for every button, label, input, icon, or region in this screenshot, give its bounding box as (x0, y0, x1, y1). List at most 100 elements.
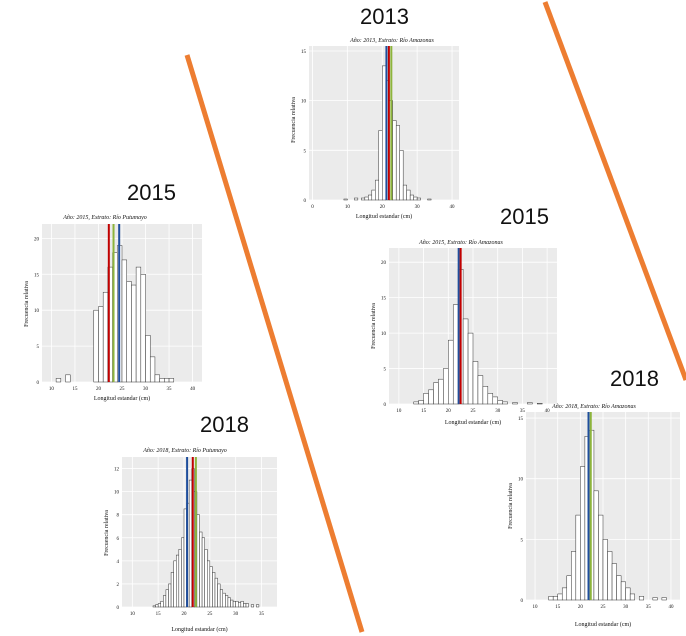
x-tick-label: 15 (72, 387, 78, 392)
x-axis-label: Longitud estandar (cm) (94, 395, 150, 402)
x-tick-label: 30 (233, 612, 239, 617)
y-tick-label: 15 (381, 297, 387, 302)
histogram-bar (240, 600, 244, 608)
histogram-bar (131, 284, 137, 383)
year-label-2013: 2013 (360, 4, 409, 29)
histogram-bar (561, 587, 568, 601)
histogram-bar (467, 332, 474, 405)
histogram-bar (157, 603, 161, 608)
y-tick-label: 15 (518, 417, 524, 422)
histogram-bar (629, 593, 635, 601)
histogram-2015-amazonas: Año: 2015, Estrato: Río Amazonas 10 15 20 25… (371, 240, 557, 426)
histogram-bar (160, 600, 164, 608)
year-label-2015-amazonas: 2015 (500, 204, 549, 229)
histogram-bar (557, 593, 563, 601)
year-label-2015-putumayo: 2015 (127, 180, 176, 205)
histogram-bar (438, 378, 444, 405)
histogram-bar (552, 596, 558, 601)
histogram-bar (126, 281, 132, 383)
histogram-bar (155, 604, 159, 608)
chart-title: Año: 2013, Estrato: Río Amazonas (349, 38, 434, 44)
y-tick-label: 8 (117, 514, 120, 519)
histogram-bar (159, 378, 165, 383)
y-tick-label: 0 (37, 381, 40, 386)
y-axis-label: Frecuencia relativa (24, 281, 30, 327)
histogram-2013-amazonas: Año: 2013, Estrato: Río Amazonas 0 10 20 30 4… (291, 38, 459, 220)
year-label-2018-putumayo: 2018 (200, 412, 249, 437)
x-tick-label: 40 (545, 409, 551, 414)
histogram-bar (140, 274, 146, 383)
histogram-2018-amazonas: Año: 2018, Estrato: Río Amazonas 10 15 20 25… (508, 404, 680, 628)
histogram-bar (571, 551, 577, 601)
x-tick-label: 30 (623, 605, 629, 610)
y-tick-label: 12 (114, 468, 120, 473)
histogram-bar (217, 583, 221, 608)
histogram-bar (402, 184, 407, 201)
histogram-bar (256, 604, 260, 608)
histogram-bar (602, 539, 608, 601)
histogram-bar (361, 197, 366, 201)
histogram-bar (209, 566, 213, 608)
histogram-bar (413, 196, 418, 201)
y-tick-label: 0 (521, 599, 524, 604)
histogram-bar (428, 389, 434, 405)
histogram-bar (199, 531, 203, 608)
x-tick-label: 40 (450, 205, 456, 210)
x-tick-label: 35 (259, 612, 265, 617)
y-tick-label: 10 (34, 309, 40, 314)
histogram-bar (176, 554, 180, 608)
y-tick-label: 0 (304, 199, 307, 204)
histogram-bar (536, 403, 543, 405)
x-tick-label: 15 (555, 605, 561, 610)
y-tick-label: 5 (521, 538, 524, 543)
histogram-bar (607, 551, 613, 601)
histogram-bar (566, 575, 572, 601)
x-tick-label: 40 (190, 387, 196, 392)
histogram-bar (638, 596, 645, 601)
y-tick-label: 20 (381, 261, 387, 266)
histogram-bar (423, 393, 429, 405)
histogram-bar (399, 150, 404, 201)
x-tick-label: 10 (130, 612, 136, 617)
y-tick-label: 0 (117, 606, 120, 611)
histogram-bar (201, 537, 205, 608)
histogram-bar (413, 401, 419, 405)
histogram-bar (409, 194, 414, 201)
histogram-bar (98, 306, 104, 383)
histogram-bar (616, 575, 622, 601)
x-tick-label: 25 (120, 387, 126, 392)
histogram-bar (225, 595, 229, 608)
histogram-bar (382, 65, 386, 201)
histogram-bar (222, 592, 226, 608)
histogram-bar (427, 198, 432, 201)
x-tick-label: 40 (668, 605, 674, 610)
histogram-bar (230, 599, 234, 608)
histogram-bar (212, 572, 216, 608)
histogram-bar (65, 374, 71, 383)
histogram-bar (452, 304, 459, 405)
histogram-bar (165, 589, 169, 608)
chart-title: Año: 2018, Estrato: Río Putumayo (142, 448, 227, 454)
y-axis-label: Frecuencia relativa (291, 97, 297, 143)
x-axis-label: Longitud estandar (cm) (356, 213, 412, 220)
histogram-bar (598, 514, 604, 601)
histogram-bar (93, 309, 99, 383)
histogram-bar (512, 402, 518, 405)
y-tick-label: 10 (114, 491, 120, 496)
histogram-bar (418, 400, 424, 405)
histogram-bar (527, 402, 533, 405)
histogram-bar (232, 600, 236, 608)
x-tick-label: 35 (520, 409, 526, 414)
histogram-bar (196, 514, 200, 608)
y-tick-label: 2 (117, 583, 120, 588)
histogram-bar (416, 197, 421, 201)
histogram-bar (625, 587, 631, 601)
histogram-bar (593, 490, 599, 601)
y-axis-label: Frecuencia relativa (508, 483, 514, 529)
x-tick-label: 10 (396, 409, 402, 414)
histogram-bar (152, 605, 156, 608)
x-tick-label: 30 (143, 387, 149, 392)
histogram-bar (178, 549, 182, 608)
